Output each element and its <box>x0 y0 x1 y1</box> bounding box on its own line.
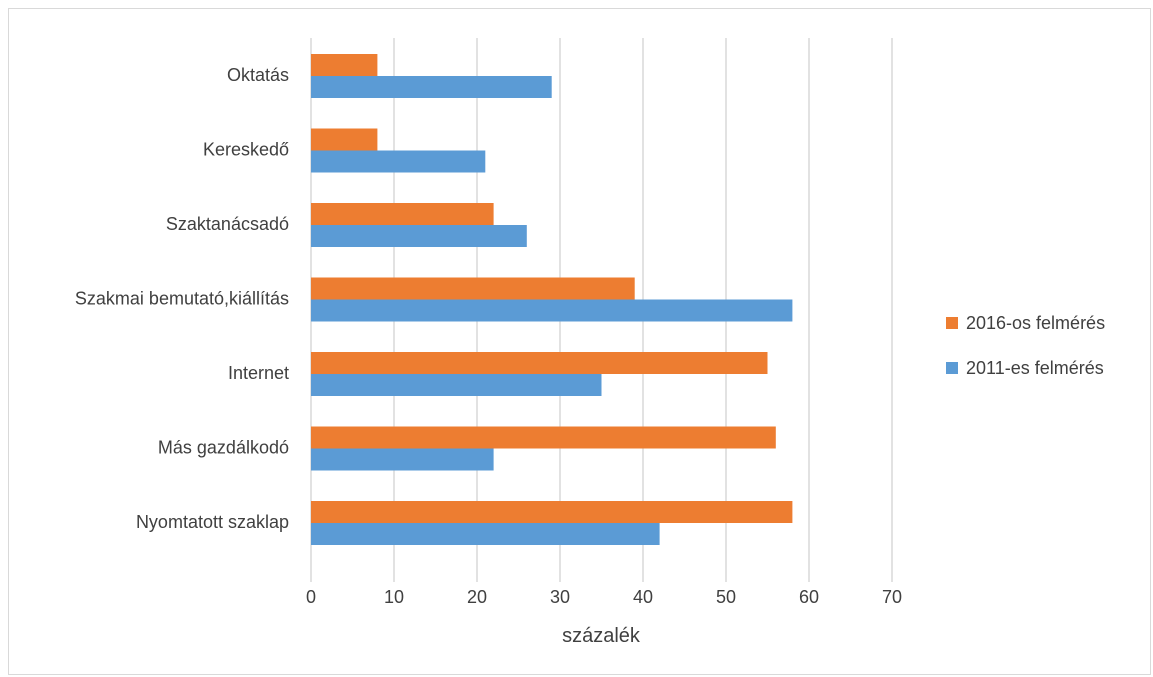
category-label-2: Szaktanácsadó <box>166 214 289 234</box>
x-tick-label-7: 70 <box>882 587 902 607</box>
category-labels: Oktatás Kereskedő Szaktanácsadó Szakmai bem… <box>75 65 289 532</box>
bar-series2-4 <box>311 374 602 396</box>
bar-series1-3 <box>311 277 635 300</box>
x-axis-label: százalék <box>562 625 641 647</box>
chart-frame <box>8 8 1151 675</box>
x-tick-labels: 0 10 20 30 40 50 60 70 <box>306 587 902 607</box>
bar-series2-0 <box>311 76 552 98</box>
bars <box>311 54 793 545</box>
gridlines <box>310 38 893 582</box>
legend-label-1: 2011-es felmérés <box>966 358 1104 378</box>
x-tick-label-0: 0 <box>306 587 316 607</box>
category-label-5: Más gazdálkodó <box>158 438 289 458</box>
x-tick-label-3: 30 <box>550 587 570 607</box>
bar-series2-5 <box>311 448 494 471</box>
category-label-1: Kereskedő <box>203 140 289 160</box>
legend-swatch-0 <box>946 317 958 329</box>
category-label-3: Szakmai bemutató,kiállítás <box>75 289 289 309</box>
category-label-4: Internet <box>228 363 289 383</box>
bar-series1-0 <box>311 54 378 76</box>
bar-series1-6 <box>311 501 793 523</box>
legend-label-0: 2016-os felmérés <box>966 313 1105 333</box>
x-tick-label-6: 60 <box>799 587 819 607</box>
bar-series1-4 <box>311 352 768 374</box>
x-tick-label-4: 40 <box>633 587 653 607</box>
x-tick-label-5: 50 <box>716 587 736 607</box>
x-tick-label-1: 10 <box>384 587 404 607</box>
legend-swatch-1 <box>946 362 958 374</box>
category-label-6: Nyomtatott szaklap <box>136 512 289 532</box>
x-tick-label-2: 20 <box>467 587 487 607</box>
bar-series2-2 <box>311 225 527 247</box>
legend: 2016-os felmérés 2011-es felmérés <box>946 313 1105 378</box>
bar-series1-5 <box>311 426 776 449</box>
bar-series2-6 <box>311 523 660 545</box>
bar-series2-3 <box>311 299 793 322</box>
category-label-0: Oktatás <box>227 65 289 85</box>
bar-series2-1 <box>311 150 486 173</box>
bar-series1-2 <box>311 203 494 225</box>
bar-series1-1 <box>311 128 378 151</box>
